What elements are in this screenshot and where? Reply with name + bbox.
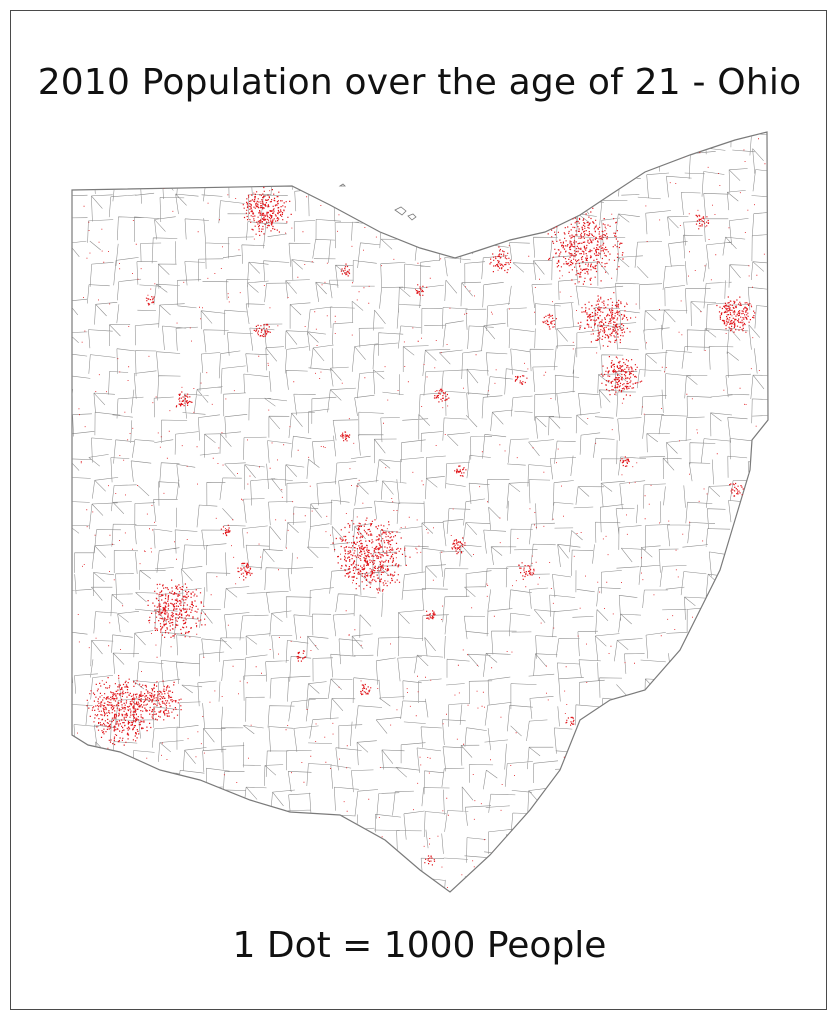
population-dot-field bbox=[75, 135, 766, 892]
lake-islands bbox=[338, 183, 417, 221]
map-title: 2010 Population over the age of 21 - Ohi… bbox=[37, 62, 802, 103]
population-dots bbox=[75, 135, 766, 892]
map-legend: 1 Dot = 1000 People bbox=[232, 925, 607, 966]
